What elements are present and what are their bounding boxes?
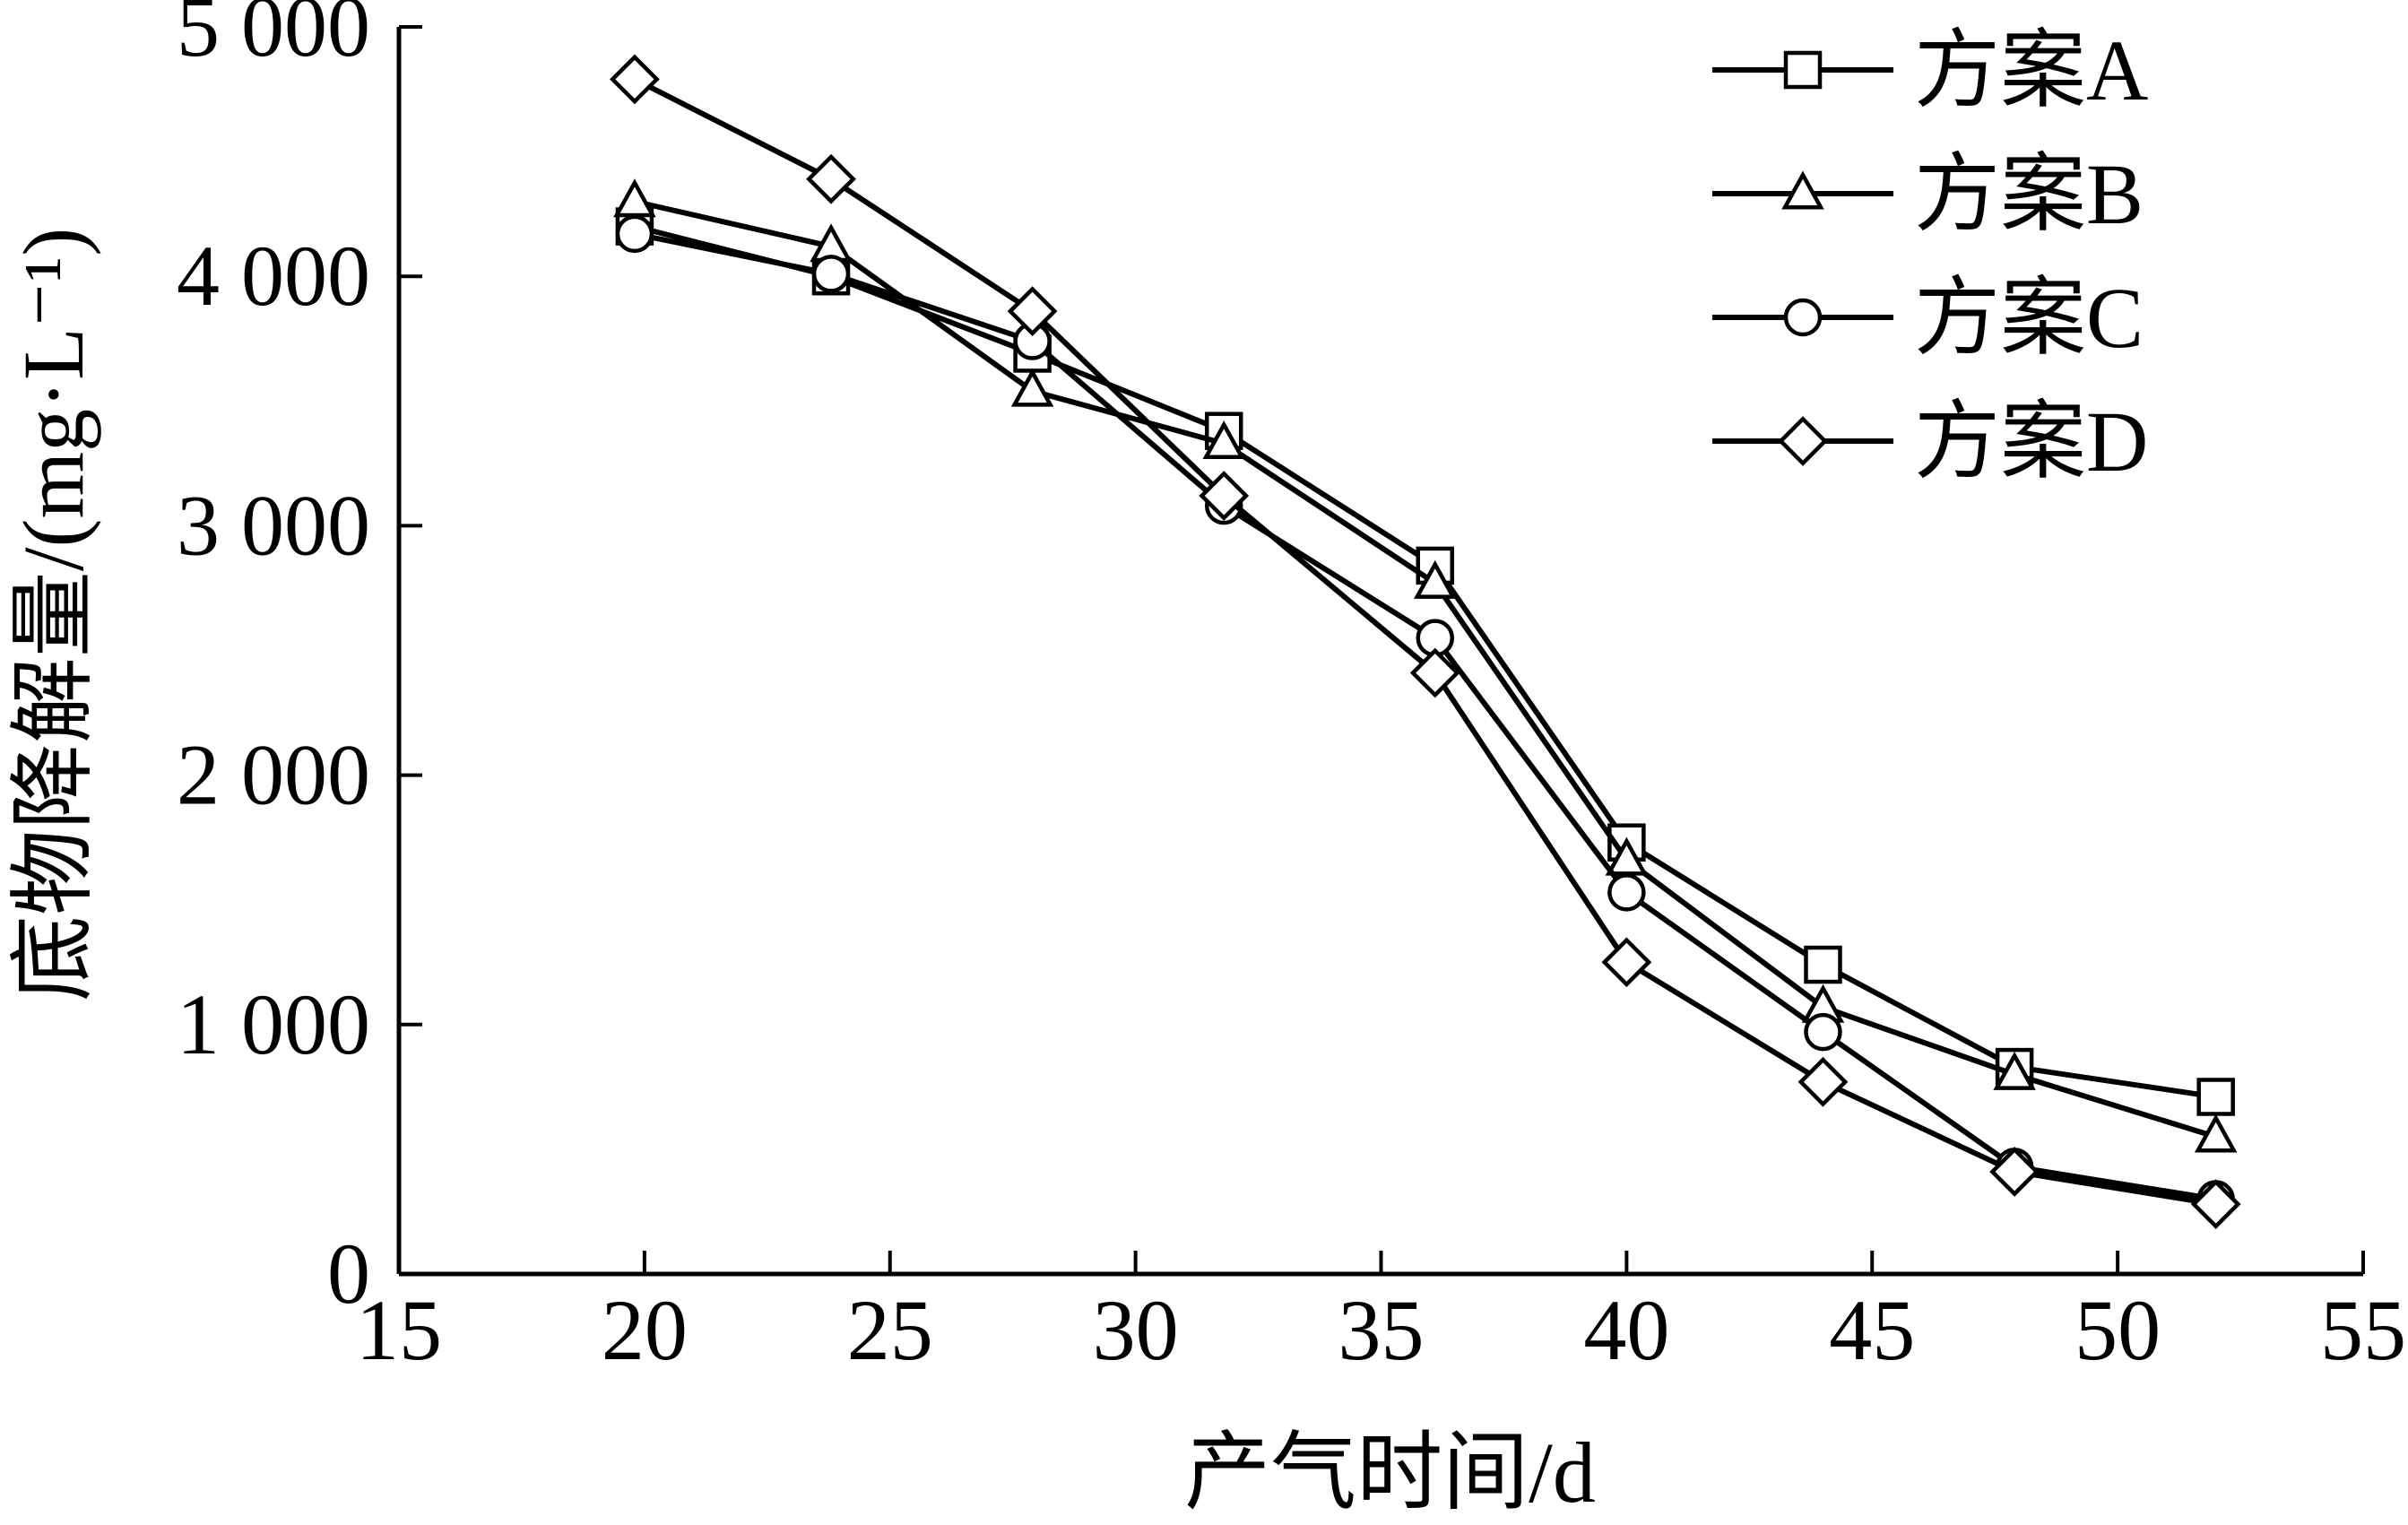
data-point-circle (1607, 873, 1646, 912)
legend-label: 方案D (1914, 394, 2148, 490)
legend-label: 方案A (1914, 22, 2148, 118)
y-tick-label: 3 000 (177, 477, 370, 573)
data-point-diamond (2190, 1179, 2241, 1229)
legend-marker-diamond (1778, 416, 1828, 466)
data-point-triangle (613, 178, 656, 218)
x-tick-label: 35 (1338, 1282, 1425, 1378)
legend-item: 方案A (1712, 22, 2148, 118)
legend-item: 方案B (1712, 146, 2144, 242)
data-point-circle (615, 214, 654, 254)
data-point-square (2196, 1078, 2235, 1116)
data-point-diamond (1409, 647, 1460, 698)
data-point-triangle (1413, 559, 1457, 599)
axes: 15 20 25 30 35 40 45 50 55 0 1 000 2 000 3 000 4 000 5… (177, 0, 2406, 1378)
data-point-diamond (1601, 937, 1652, 988)
x-tick-label: 40 (1583, 1282, 1669, 1378)
data-point-diamond (1989, 1147, 2040, 1197)
y-tick-label: 0 (327, 1226, 370, 1321)
data-point-diamond (806, 153, 856, 204)
data-point-circle (1804, 1012, 1842, 1052)
legend-marker-triangle (1781, 170, 1824, 210)
x-tick-label: 55 (2320, 1282, 2406, 1378)
data-point-diamond (1199, 471, 1250, 521)
y-axis-title: 底物降解量/(mg·L⁻¹) (5, 228, 101, 1001)
data-point-triangle (2194, 1113, 2238, 1153)
legend-marker-circle (1783, 298, 1823, 337)
data-point-triangle (1010, 368, 1054, 407)
data-point-diamond (1007, 286, 1058, 337)
legend: 方案A 方案B 方案C 方案D (1712, 22, 2148, 490)
legend-label: 方案B (1914, 146, 2144, 242)
x-tick-label: 45 (1829, 1282, 1915, 1378)
series-line (634, 230, 2217, 1202)
x-tick-label: 20 (602, 1282, 688, 1378)
data-point-triangle (1993, 1051, 2036, 1090)
y-tick-label: 5 000 (177, 0, 370, 74)
x-axis-title: 产气时间/d (1184, 1425, 1596, 1521)
x-tick-label: 25 (847, 1282, 933, 1378)
data-point-circle (811, 255, 851, 293)
data-point-diamond (610, 54, 660, 105)
x-tick-label: 50 (2075, 1282, 2161, 1378)
x-tick-label: 30 (1093, 1282, 1179, 1378)
y-tick-label: 1 000 (177, 976, 370, 1072)
y-tick-label: 4 000 (177, 228, 370, 324)
data-point-diamond (1797, 1056, 1849, 1107)
legend-item: 方案D (1712, 394, 2148, 490)
legend-item: 方案C (1712, 270, 2144, 366)
legend-marker-square (1783, 50, 1823, 90)
legend-label: 方案C (1914, 270, 2144, 366)
data-point-triangle (1202, 420, 1245, 460)
data-point-square (1804, 945, 1842, 984)
y-tick-label: 2 000 (177, 727, 370, 823)
series-4 (610, 54, 2241, 1229)
series-layer (610, 54, 2241, 1229)
x-tick-label: 15 (356, 1282, 442, 1378)
